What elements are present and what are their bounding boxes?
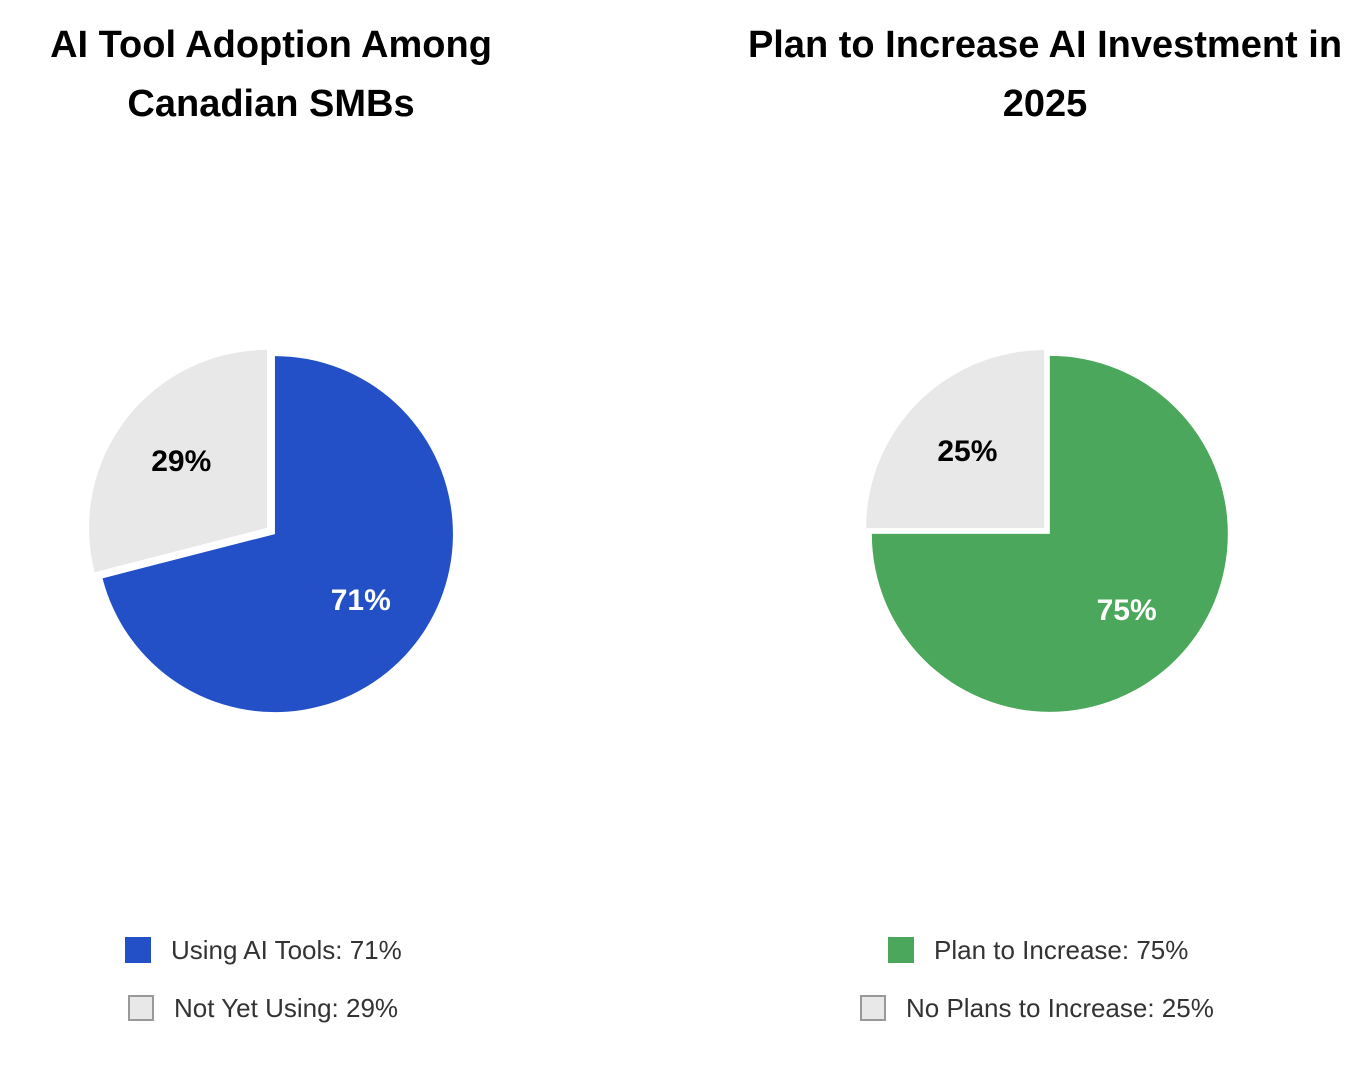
adoption-chart-panel: AI Tool Adoption Among Canadian SMBs 71%…: [50, 24, 492, 1023]
legend-item-using-ai-tools: Using AI Tools: 71%: [125, 935, 402, 965]
legend-label: Plan to Increase: 75%: [934, 934, 1189, 965]
adoption-pie-chart: 71% 29%: [89, 349, 453, 713]
pie-slice-no-plans-to-increase: [866, 350, 1045, 529]
legend-label: Not Yet Using: 29%: [174, 992, 399, 1023]
investment-chart-panel: Plan to Increase AI Investment in 2025 7…: [685, 0, 1370, 1070]
legend-item-not-yet-using: Not Yet Using: 29%: [128, 993, 398, 1023]
slice-value-label: 29%: [151, 445, 211, 478]
legend-item-plan-to-increase: Plan to Increase: 75%: [888, 935, 1188, 965]
chart-title: Plan to Increase AI Investment in 2025: [747, 24, 1343, 125]
legend-swatch: [125, 937, 151, 963]
slice-value-label: 71%: [331, 584, 391, 617]
slice-value-label: 75%: [1097, 594, 1157, 627]
slice-value-label: 25%: [937, 435, 997, 468]
legend-label: Using AI Tools: 71%: [171, 934, 402, 965]
legend-swatch: [860, 995, 886, 1021]
legend-item-no-plans-to-increase: No Plans to Increase: 25%: [860, 993, 1214, 1023]
chart-title: AI Tool Adoption Among Canadian SMBs: [50, 24, 492, 125]
pie-slice-using-ai-tools: [102, 356, 453, 713]
legend-swatch: [888, 937, 914, 963]
pie-slice-plan-to-increase: [871, 355, 1228, 712]
legend-swatch: [128, 995, 154, 1021]
investment-pie-chart: 75% 25%: [866, 350, 1228, 712]
legend-label: No Plans to Increase: 25%: [906, 992, 1214, 1023]
pie-slice-not-yet-using: [89, 349, 268, 573]
